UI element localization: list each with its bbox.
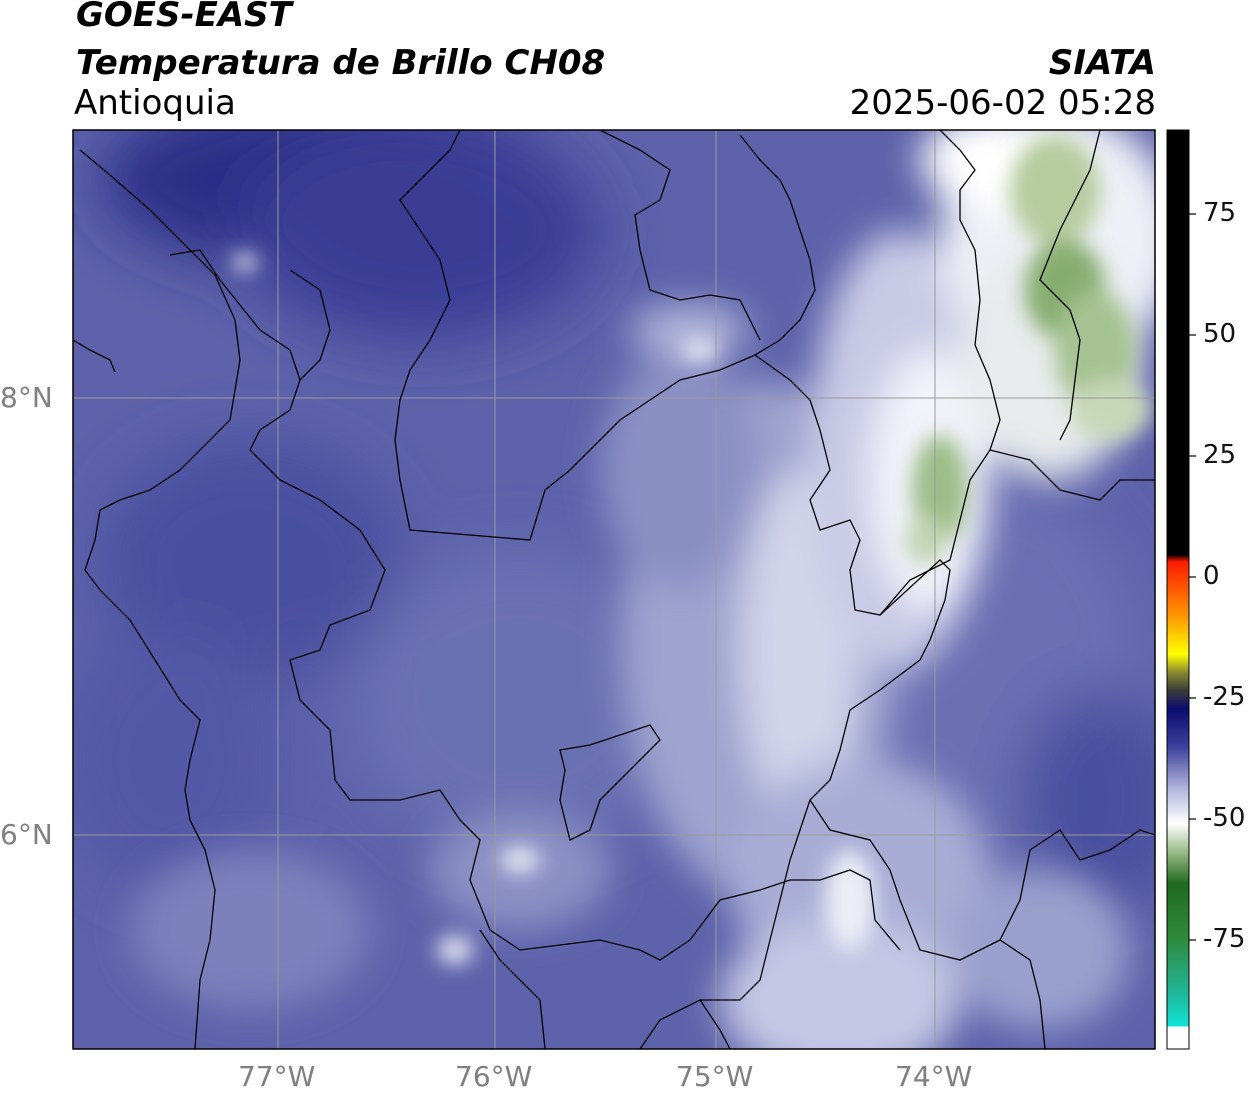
colorbar-label: -25: [1203, 682, 1246, 712]
lon-label: 77°W: [238, 1060, 316, 1093]
colorbar-label: 50: [1203, 319, 1237, 349]
map-frame: [72, 129, 1156, 1050]
temperature-field: [73, 130, 1155, 1049]
organization-label: SIATA: [1048, 43, 1156, 83]
graticule: [73, 130, 1155, 1049]
lat-label: 6°N: [0, 818, 53, 851]
colorbar-label: 25: [1203, 440, 1237, 470]
lon-label: 74°W: [895, 1060, 973, 1093]
colorbar: [1166, 129, 1190, 1050]
lat-label: 8°N: [0, 381, 53, 414]
lon-label: 76°W: [455, 1060, 533, 1093]
colorbar-label: -50: [1203, 803, 1246, 833]
region-label: Antioquia: [74, 83, 236, 123]
timestamp-label: 2025-06-02 05:28: [849, 83, 1156, 123]
colorbar-ticks: [1189, 213, 1196, 941]
colorbar-label: 75: [1203, 198, 1237, 228]
satellite-title: GOES-EAST: [76, 0, 292, 35]
product-title: Temperatura de Brillo CH08: [76, 43, 606, 83]
colorbar-label: 0: [1203, 561, 1220, 591]
lon-label: 75°W: [676, 1060, 754, 1093]
boundary-lines: [73, 130, 1155, 1049]
colorbar-label: -75: [1203, 924, 1246, 954]
